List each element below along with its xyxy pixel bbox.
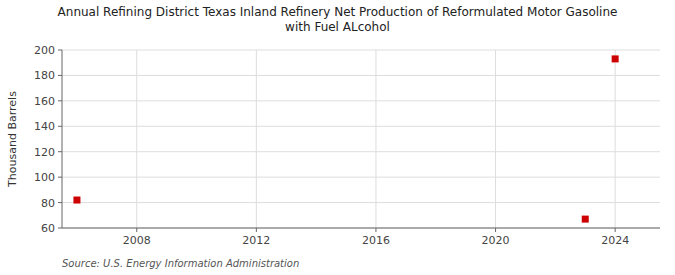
- data-point: [73, 197, 80, 204]
- source-note: Source: U.S. Energy Information Administ…: [62, 258, 299, 269]
- grid-line-x: [136, 50, 137, 228]
- grid-line-y: [62, 228, 660, 229]
- grid-line-y: [62, 100, 660, 101]
- y-tick-label: 140: [34, 120, 55, 133]
- y-tick: [58, 75, 62, 76]
- y-tick: [58, 50, 62, 51]
- y-tick-label: 100: [34, 171, 55, 184]
- y-tick: [58, 151, 62, 152]
- data-point: [582, 216, 589, 223]
- x-tick: [615, 228, 616, 232]
- x-tick-label: 2008: [123, 234, 151, 247]
- y-tick-label: 120: [34, 146, 55, 159]
- points: [73, 55, 618, 222]
- y-tick: [58, 126, 62, 127]
- x-tick-label: 2016: [362, 234, 390, 247]
- grid-line-y: [62, 126, 660, 127]
- chart-title: Annual Refining District Texas Inland Re…: [58, 5, 618, 34]
- y-tick-label: 200: [34, 44, 55, 57]
- x-tick-label: 2020: [482, 234, 510, 247]
- y-tick: [58, 202, 62, 203]
- grid-line-y: [62, 177, 660, 178]
- grid-line-x: [375, 50, 376, 228]
- y-tick-label: 60: [41, 222, 55, 235]
- ticks: 2008 2012 2016 2020 2024 60 80 100 120 140 160 180 2…: [34, 44, 629, 247]
- x-axis-line: [62, 228, 660, 229]
- y-tick-label: 160: [34, 95, 55, 108]
- grid-line-y: [62, 75, 660, 76]
- y-tick-label: 80: [41, 197, 55, 210]
- grid-line-x: [256, 50, 257, 228]
- grid-line-y: [62, 151, 660, 152]
- y-tick: [58, 177, 62, 178]
- y-axis-line: [62, 50, 63, 228]
- grid: [62, 50, 660, 228]
- y-axis-label: Thousand Barrels: [6, 91, 19, 188]
- x-tick: [256, 228, 257, 232]
- grid-line-y: [62, 202, 660, 203]
- x-tick: [136, 228, 137, 232]
- grid-line-x: [615, 50, 616, 228]
- y-tick-label: 180: [34, 69, 55, 82]
- title-line: with Fuel ALcohol: [285, 20, 390, 34]
- data-point: [612, 55, 619, 62]
- y-tick: [58, 228, 62, 229]
- x-tick-label: 2012: [242, 234, 270, 247]
- grid-line-y: [62, 50, 660, 51]
- y-tick: [58, 100, 62, 101]
- chart-svg: 2008 2012 2016 2020 2024 60 80 100 120 140 160 180 2…: [0, 0, 675, 275]
- title-line: Annual Refining District Texas Inland Re…: [58, 5, 618, 19]
- x-tick: [375, 228, 376, 232]
- x-tick: [495, 228, 496, 232]
- x-tick-label: 2024: [601, 234, 629, 247]
- chart-container: 2008 2012 2016 2020 2024 60 80 100 120 140 160 180 2…: [0, 0, 675, 275]
- grid-line-x: [495, 50, 496, 228]
